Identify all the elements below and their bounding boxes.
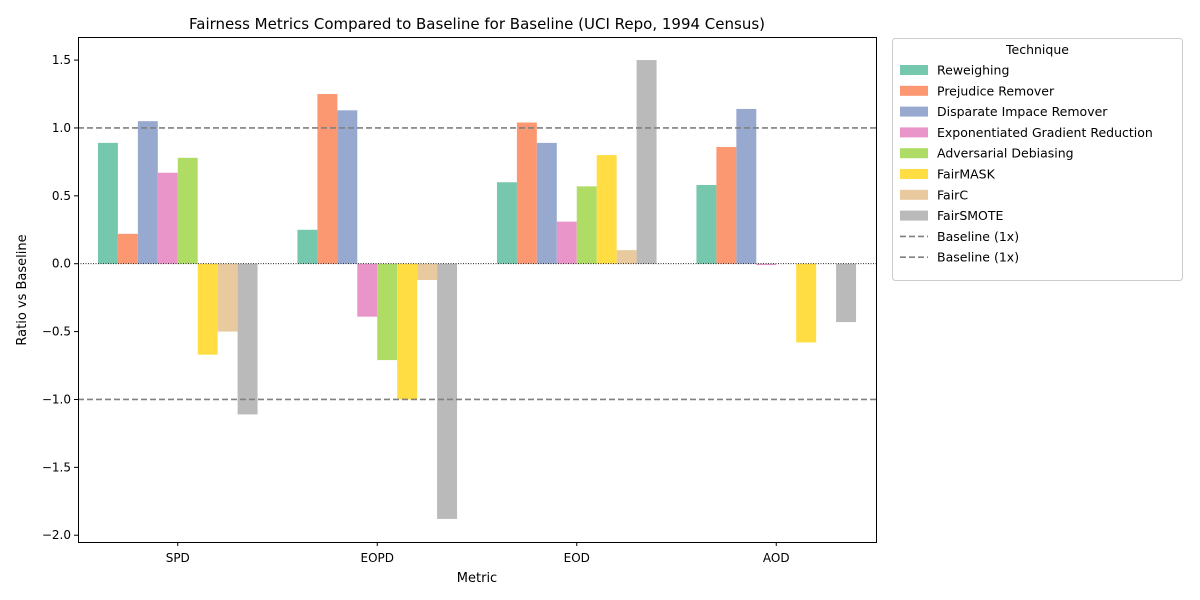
bar-aod-series-7 [836, 263, 857, 323]
legend-swatch [900, 127, 928, 138]
bar-spd-series-2 [137, 121, 158, 264]
bar-spd-series-3 [157, 172, 178, 264]
plot-frame [78, 37, 877, 543]
legend-swatch [900, 106, 928, 117]
plot-area [78, 60, 876, 519]
bar-eopd-series-6 [417, 263, 438, 280]
bar-spd-series-7 [237, 263, 258, 415]
y-tick-label: 1.0 [52, 121, 71, 135]
x-tick-label: AOD [763, 551, 790, 565]
legend-label: Adversarial Debiasing [937, 146, 1074, 161]
legend-swatch [900, 148, 928, 159]
x-axis-label: Metric [457, 571, 497, 586]
bar-eopd-series-3 [357, 263, 378, 317]
y-tick-label: −0.5 [42, 325, 71, 339]
legend-label: Exponentiated Gradient Reduction [937, 125, 1153, 140]
bar-aod-series-2 [736, 108, 757, 264]
chart-title: Fairness Metrics Compared to Baseline fo… [189, 15, 765, 33]
bar-eod-series-0 [496, 182, 517, 264]
y-tick-label: −1.0 [42, 392, 71, 406]
y-tick-label: −1.5 [42, 460, 71, 474]
bar-eod-series-6 [616, 250, 637, 264]
bar-eopd-series-4 [377, 263, 398, 361]
bar-eod-series-7 [636, 60, 657, 264]
y-tick-label: 1.5 [52, 53, 71, 67]
y-tick-label: −2.0 [42, 528, 71, 542]
bar-spd-series-5 [197, 263, 218, 355]
legend-swatch [900, 85, 928, 96]
y-tick-label: 0.0 [52, 257, 71, 271]
bar-spd-series-0 [97, 142, 118, 264]
bar-aod-series-0 [696, 184, 717, 264]
bar-spd-series-6 [217, 263, 238, 332]
legend-box [892, 38, 1183, 281]
x-tick-label: SPD [166, 551, 190, 565]
x-tick-label: EOD [564, 551, 590, 565]
bar-spd-series-4 [177, 157, 198, 264]
bar-eod-series-5 [596, 155, 617, 264]
y-axis-label: Ratio vs Baseline [15, 234, 30, 345]
legend: Technique Reweighing Prejudice Remover Disp… [892, 38, 1183, 281]
x-axis: SPD EOPD EOD AOD [166, 542, 790, 565]
legend-swatch [900, 210, 928, 221]
legend-title: Technique [1005, 42, 1069, 57]
bar-eopd-series-2 [337, 110, 358, 264]
legend-label: Baseline (1x) [937, 250, 1019, 265]
legend-label: FairC [937, 187, 968, 202]
bar-eopd-series-1 [317, 94, 338, 264]
bar-eopd-series-5 [397, 263, 418, 400]
bar-eopd-series-7 [437, 263, 458, 519]
legend-label: FairMASK [937, 167, 996, 182]
bar-aod-series-3 [756, 263, 777, 266]
bar-eod-series-3 [556, 221, 577, 264]
bar-eopd-series-0 [297, 229, 318, 264]
legend-swatch [900, 169, 928, 179]
bar-eod-series-2 [536, 142, 557, 264]
y-axis: −2.0 −1.5 −1.0 −0.5 0.0 0.5 1.0 1.5 [42, 53, 78, 542]
legend-label: Prejudice Remover [937, 83, 1055, 98]
legend-swatch [900, 65, 928, 75]
legend-label: Baseline (1x) [937, 229, 1019, 244]
x-tick-label: EOPD [360, 551, 394, 565]
y-tick-label: 0.5 [52, 189, 71, 203]
bar-aod-series-5 [796, 263, 817, 343]
legend-label: FairSMOTE [937, 208, 1004, 223]
bar-eod-series-1 [516, 122, 537, 264]
bar-eod-series-4 [576, 186, 597, 264]
bar-aod-series-1 [716, 146, 737, 264]
legend-swatch [900, 189, 928, 200]
legend-label: Disparate Impace Remover [937, 104, 1108, 119]
bar-spd-series-1 [117, 233, 138, 264]
legend-label: Reweighing [937, 63, 1009, 78]
